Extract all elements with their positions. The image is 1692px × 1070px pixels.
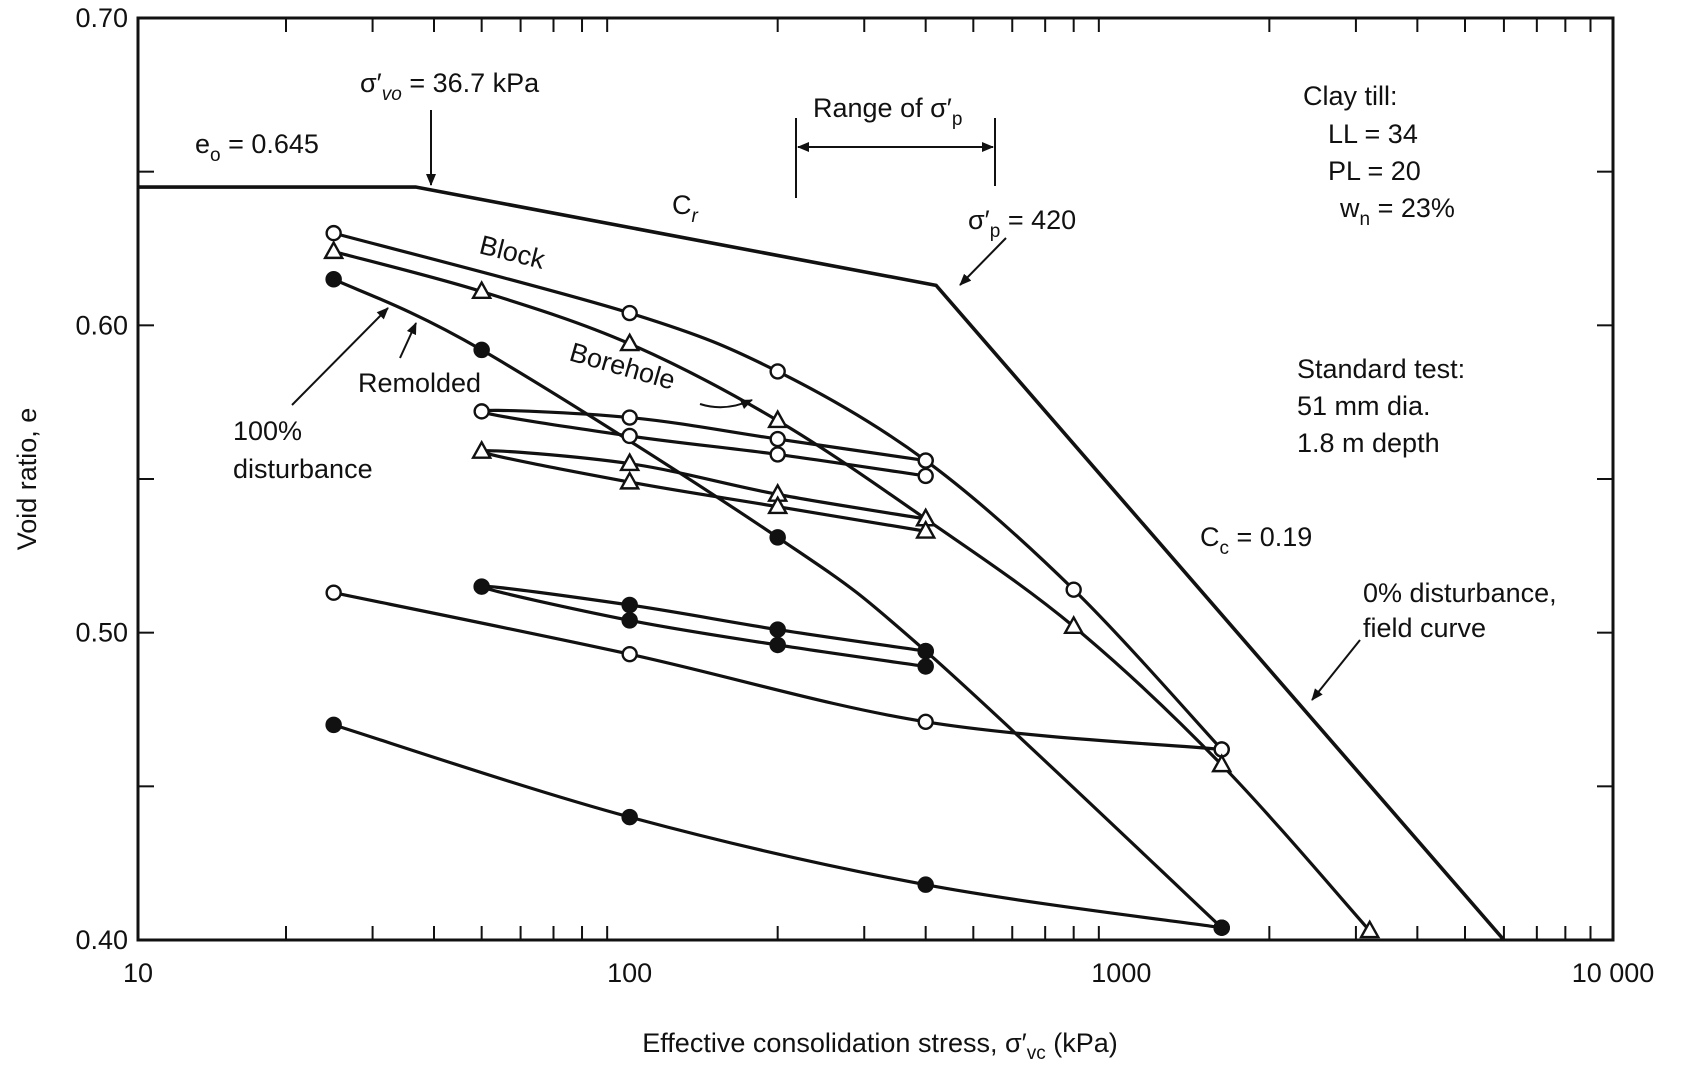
open-triangle-point [471, 280, 493, 300]
x-tick-label: 10 000 [1572, 958, 1655, 988]
x-tick-label: 100 [607, 958, 652, 988]
field-curve-arrow [1311, 639, 1361, 701]
open-circle-point [1065, 581, 1082, 598]
filled-circle-point [917, 876, 934, 893]
filled-circle-point [621, 612, 638, 629]
open-circle-point [621, 427, 638, 445]
open-triangle-point [1359, 919, 1381, 939]
open-circle-point [917, 467, 934, 485]
disturbance-label-a: 100% [233, 416, 302, 446]
axis-ticks [138, 18, 1613, 940]
sp-label: σ′p = 420 [968, 205, 1076, 242]
y-tick-label: 0.40 [75, 925, 128, 955]
series-line-6 [332, 277, 1224, 930]
block-label: Block [477, 230, 549, 275]
series-line-5 [480, 449, 928, 533]
markers [323, 224, 1381, 939]
open-circle-point [769, 430, 786, 448]
filled-circle-point [325, 270, 342, 288]
annotation-arrows [291, 110, 1361, 701]
filled-circle-point [473, 578, 490, 595]
open-circle-point [621, 645, 638, 663]
filled-circle-point [917, 658, 934, 675]
remolded-label: Remolded [358, 368, 481, 398]
cc-label: Cc = 0.19 [1200, 522, 1312, 559]
filled-circle-point [473, 341, 490, 359]
e0-label: eo = 0.645 [195, 129, 319, 166]
disturbance-arrow [291, 307, 389, 406]
open-circle-point [917, 713, 934, 730]
open-triangle-point [619, 332, 641, 352]
filled-circle-point [769, 529, 786, 546]
y-tick-label: 0.60 [75, 310, 128, 340]
std-dia: 51 mm dia. [1297, 391, 1431, 421]
filled-circle-point [621, 808, 638, 826]
sp-arrow [959, 237, 1007, 286]
open-triangle-point [323, 240, 345, 260]
field-curve-line [138, 185, 1506, 942]
open-triangle-point [767, 409, 789, 429]
svo-label: σ′vo = 36.7 kPa [360, 68, 540, 105]
std-title: Standard test: [1297, 354, 1465, 384]
open-circle-point [769, 363, 786, 380]
open-circle-point [473, 403, 490, 420]
field-label-a: 0% disturbance, [1363, 578, 1557, 608]
curves [138, 185, 1506, 942]
disturbance-label-b: disturbance [233, 454, 373, 484]
clay-title: Clay till: [1303, 81, 1398, 111]
series-line-1 [332, 231, 1224, 752]
remolded-arrow [399, 322, 417, 359]
field-label-b: field curve [1363, 613, 1486, 643]
series-line-8 [332, 723, 1224, 930]
x-tick-label: 1000 [1091, 958, 1151, 988]
x-tick-label: 10 [123, 958, 153, 988]
clay-wn: wn = 23% [1339, 193, 1455, 230]
open-triangle-point [1063, 615, 1085, 635]
open-circle-point [621, 304, 638, 322]
filled-circle-point [917, 642, 934, 660]
clay-ll: LL = 34 [1328, 119, 1418, 149]
filled-circle-point [325, 716, 342, 734]
open-circle-point [325, 224, 342, 242]
filled-circle-point [769, 636, 786, 654]
open-triangle-point [471, 439, 493, 459]
series-line-4 [332, 249, 1372, 933]
open-triangle-point [619, 470, 641, 490]
tick-labels: 10 100 1000 10 000 0.40 0.50 0.60 0.70 [75, 3, 1654, 988]
y-tick-label: 0.70 [75, 3, 128, 33]
filled-circle-point [621, 596, 638, 614]
range-label: Range of σ′p [813, 93, 962, 130]
x-axis-title: Effective consolidation stress, σ′vc (kP… [642, 1028, 1117, 1064]
y-axis-title: Void ratio, e [12, 408, 42, 551]
series-line-3 [332, 591, 1224, 752]
clay-pl: PL = 20 [1328, 156, 1421, 186]
open-circle-point [325, 584, 342, 601]
series-line-7 [480, 584, 928, 669]
annotations: eo = 0.645 σ′vo = 36.7 kPa Range of σ′p … [195, 68, 1557, 643]
open-circle-point [917, 452, 934, 469]
open-circle-point [769, 446, 786, 463]
open-triangle-point [915, 519, 937, 539]
borehole-arrow [699, 399, 753, 410]
filled-circle-point [769, 621, 786, 638]
open-triangle-point [767, 495, 789, 515]
open-circle-point [621, 409, 638, 426]
y-tick-label: 0.50 [75, 618, 128, 648]
cr-label: Cr [672, 190, 699, 227]
std-depth: 1.8 m depth [1297, 428, 1440, 458]
open-triangle-point [1211, 753, 1233, 773]
filled-circle-point [1213, 919, 1230, 936]
open-triangle-point [619, 452, 641, 472]
